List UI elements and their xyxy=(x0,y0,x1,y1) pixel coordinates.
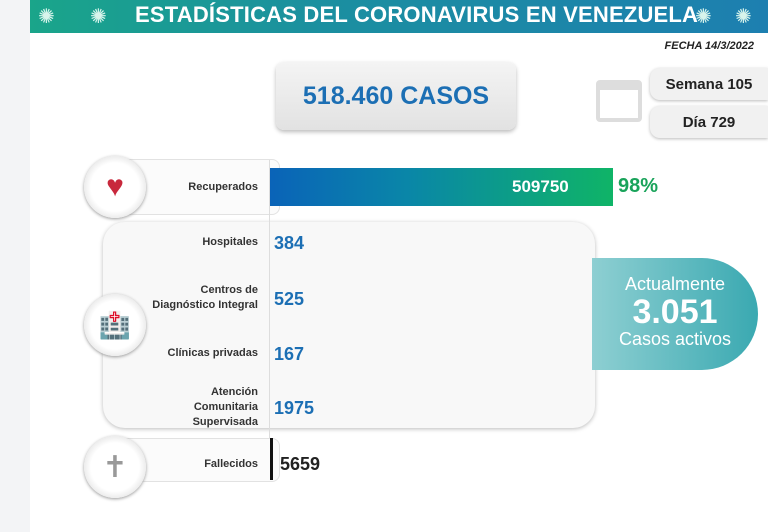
recovered-percent: 98% xyxy=(618,175,659,197)
active-prefix: Actualmente xyxy=(624,274,726,294)
active-suffix: Casos activos xyxy=(618,329,732,349)
location-label: Atención Comunitaria Supervisada xyxy=(192,386,258,428)
location-value: 384 xyxy=(274,233,305,253)
location-value: 525 xyxy=(274,289,305,309)
location-label: Hospitales xyxy=(202,236,258,248)
active-cases-badge: Actualmente 3.051 Casos activos xyxy=(592,258,758,370)
left-margin xyxy=(0,0,30,532)
location-value: 167 xyxy=(274,344,305,364)
header-banner: ✺ ✺ ESTADÍSTICAS DEL CORONAVIRUS EN VENE… xyxy=(30,0,768,33)
active-value: 3.051 xyxy=(632,293,718,331)
recovered-value: 509750 xyxy=(512,177,569,196)
virus-icon: ✺ xyxy=(735,6,752,28)
virus-icon: ✺ xyxy=(90,6,107,28)
virus-icon: ✺ xyxy=(695,6,712,28)
location-label: Clínicas privadas xyxy=(167,347,259,359)
hospital-icon: 🏥 xyxy=(84,294,146,356)
axis-line xyxy=(269,160,270,480)
date-label: FECHA 14/3/2022 xyxy=(664,40,754,52)
deaths-bar xyxy=(270,438,273,480)
tombstone-icon: ✝ xyxy=(84,436,146,498)
page-title: ESTADÍSTICAS DEL CORONAVIRUS EN VENEZUEL… xyxy=(135,2,699,27)
recovered-bar xyxy=(269,168,614,206)
virus-icon: ✺ xyxy=(38,6,55,28)
calendar-icon xyxy=(596,80,642,122)
heart-icon: ♥ xyxy=(84,156,146,218)
deaths-value: 5659 xyxy=(280,454,321,474)
location-label: Centros de Diagnóstico Integral xyxy=(152,284,258,311)
recovered-label: Recuperados xyxy=(188,181,258,193)
locations-panel xyxy=(103,222,595,428)
week-label: Semana 105 xyxy=(650,68,768,100)
day-label: Día 729 xyxy=(650,106,768,138)
total-cases: 518.460 CASOS xyxy=(276,62,516,130)
deaths-label: Fallecidos xyxy=(204,458,258,470)
location-value: 1975 xyxy=(274,398,315,418)
